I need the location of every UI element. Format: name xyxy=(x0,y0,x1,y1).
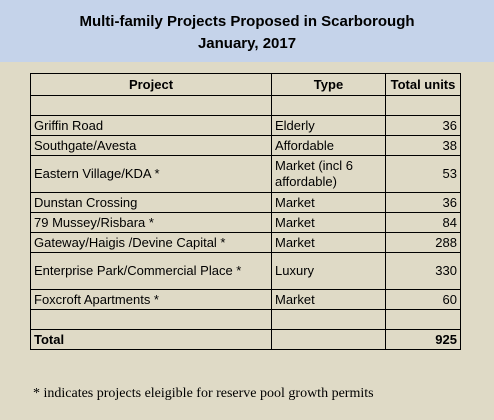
table-row: Eastern Village/KDA * Market (incl 6 aff… xyxy=(30,155,461,193)
project-type: Market xyxy=(271,289,386,310)
project-type: Market xyxy=(271,232,386,253)
empty-cell xyxy=(385,309,461,330)
column-header-units: Total units xyxy=(385,73,461,96)
project-units: 38 xyxy=(385,135,461,156)
table-header-row: Project Type Total units xyxy=(30,73,461,96)
project-units: 288 xyxy=(385,232,461,253)
project-type: Affordable xyxy=(271,135,386,156)
empty-row xyxy=(30,95,461,116)
project-name: Eastern Village/KDA * xyxy=(30,155,272,193)
project-units: 53 xyxy=(385,155,461,193)
project-name: Foxcroft Apartments * xyxy=(30,289,272,310)
project-units: 36 xyxy=(385,115,461,136)
project-name: Dunstan Crossing xyxy=(30,192,272,213)
empty-cell xyxy=(385,95,461,116)
project-units: 36 xyxy=(385,192,461,213)
empty-cell xyxy=(30,309,272,330)
project-type: Market (incl 6 affordable) xyxy=(271,155,386,193)
table-row: Griffin Road Elderly 36 xyxy=(30,115,461,136)
header-banner: Multi-family Projects Proposed in Scarbo… xyxy=(0,0,494,62)
project-units: 330 xyxy=(385,252,461,290)
project-units: 60 xyxy=(385,289,461,310)
footnote: * indicates projects eleigible for reser… xyxy=(33,386,374,401)
project-type: Market xyxy=(271,212,386,233)
table-row: Enterprise Park/Commercial Place * Luxur… xyxy=(30,252,461,290)
page-subtitle-date: January, 2017 xyxy=(197,35,297,52)
total-units: 925 xyxy=(385,329,461,350)
project-type: Elderly xyxy=(271,115,386,136)
table-row: Gateway/Haigis /Devine Capital * Market … xyxy=(30,232,461,253)
column-header-type: Type xyxy=(271,73,386,96)
project-units: 84 xyxy=(385,212,461,233)
project-name: Enterprise Park/Commercial Place * xyxy=(30,252,272,290)
project-name: 79 Mussey/Risbara * xyxy=(30,212,272,233)
table-row: 79 Mussey/Risbara * Market 84 xyxy=(30,212,461,233)
empty-cell xyxy=(30,95,272,116)
column-header-project: Project xyxy=(30,73,272,96)
empty-cell xyxy=(271,329,386,350)
empty-cell xyxy=(271,95,386,116)
page-title: Multi-family Projects Proposed in Scarbo… xyxy=(79,13,415,30)
total-row: Total 925 xyxy=(30,329,461,350)
project-name: Southgate/Avesta xyxy=(30,135,272,156)
empty-row xyxy=(30,309,461,330)
total-label: Total xyxy=(30,329,272,350)
table-row: Southgate/Avesta Affordable 38 xyxy=(30,135,461,156)
project-type: Market xyxy=(271,192,386,213)
project-type: Luxury xyxy=(271,252,386,290)
projects-table: Project Type Total units Griffin Road El… xyxy=(30,73,461,350)
project-name: Griffin Road xyxy=(30,115,272,136)
empty-cell xyxy=(271,309,386,330)
table-row: Dunstan Crossing Market 36 xyxy=(30,192,461,213)
project-name: Gateway/Haigis /Devine Capital * xyxy=(30,232,272,253)
table-row: Foxcroft Apartments * Market 60 xyxy=(30,289,461,310)
